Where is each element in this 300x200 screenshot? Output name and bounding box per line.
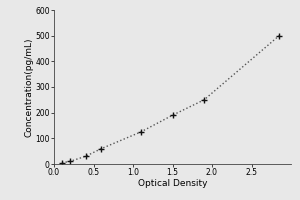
X-axis label: Optical Density: Optical Density (138, 179, 207, 188)
Y-axis label: Concentration(pg/mL): Concentration(pg/mL) (25, 37, 34, 137)
